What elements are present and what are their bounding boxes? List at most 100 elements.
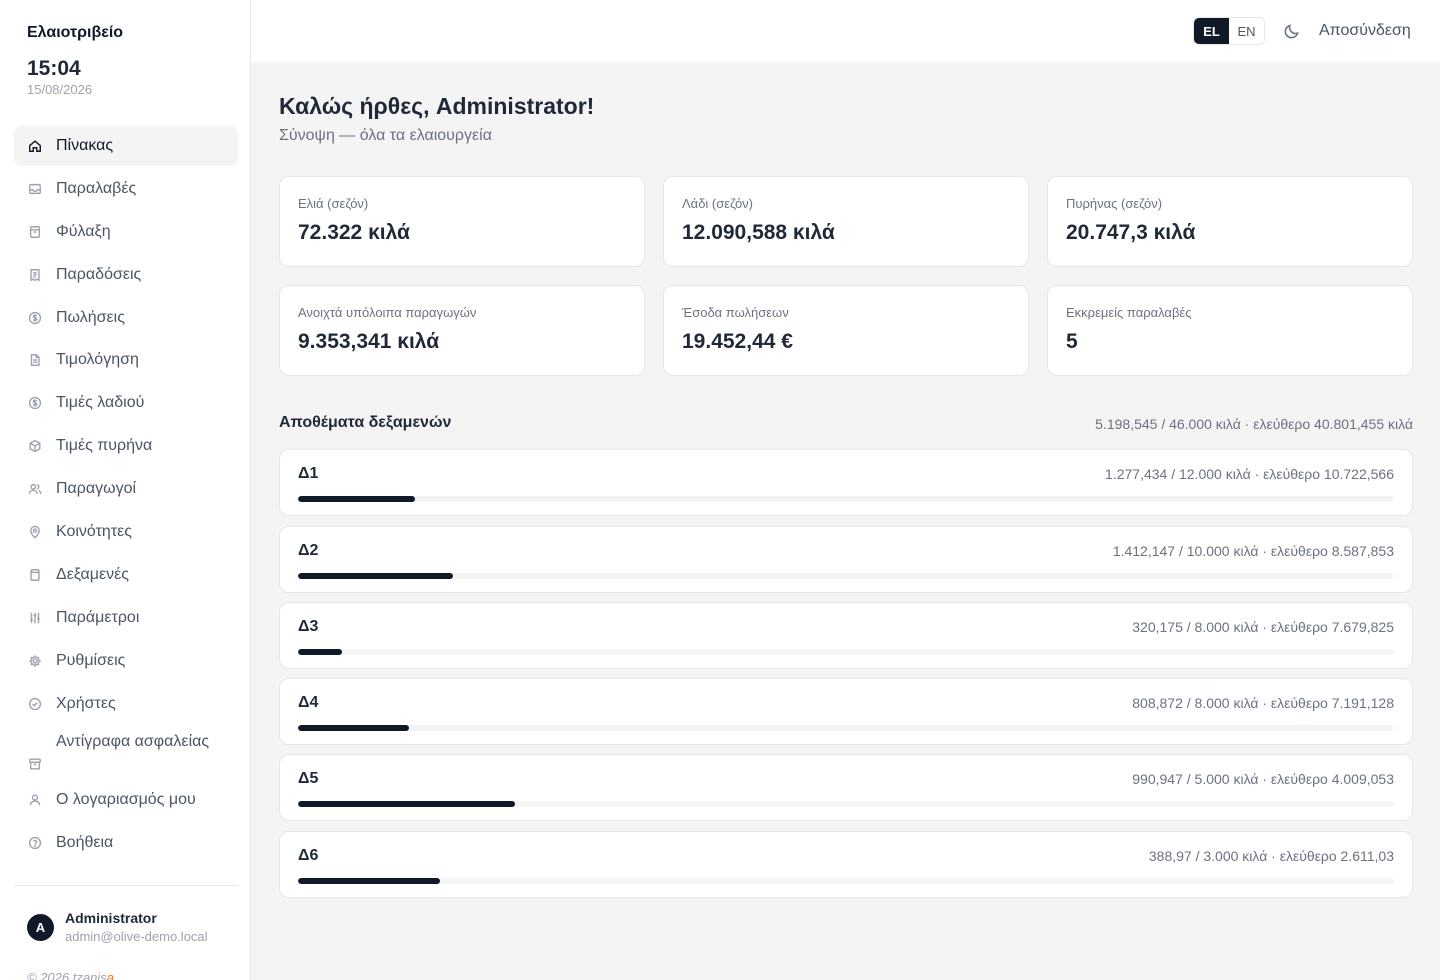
stat-card-sales-revenue: Έσοδα πωλήσεων 19.452,44 € [663, 285, 1029, 376]
sidebar-item-label: Φύλαξη [56, 222, 111, 240]
sidebar-item-label: Βοήθεια [56, 834, 114, 852]
dollar-circle-icon [28, 311, 42, 325]
tank-progress-fill [298, 573, 453, 579]
stat-value: 20.747,3 κιλά [1066, 221, 1196, 244]
user-email: admin@olive-demo.local [65, 929, 208, 944]
sidebar-item-label: Δεξαμενές [56, 565, 129, 583]
sidebar-item-receptions[interactable]: Παραλαβές [14, 169, 238, 209]
stat-card-olive: Ελιά (σεζόν) 72.322 κιλά [279, 176, 645, 267]
tanks-section-title: Αποθέματα δεξαμενών [279, 414, 452, 431]
sidebar-item-label: Χρήστες [56, 694, 116, 712]
tank-progress-bar [298, 649, 1394, 655]
cylinder-icon [28, 568, 42, 582]
tank-info: 1.277,434 / 12.000 κιλά · ελεύθερο 10.72… [1105, 466, 1394, 482]
page-title: Καλώς ήρθες, Administrator! [279, 93, 595, 119]
tank-progress-fill [298, 649, 342, 655]
sidebar-item-tanks[interactable]: Δεξαμενές [14, 555, 238, 595]
map-pin-icon [28, 525, 42, 539]
archive-box-icon [28, 757, 42, 771]
tank-row-d1[interactable]: Δ1 1.277,434 / 12.000 κιλά · ελεύθερο 10… [279, 449, 1413, 516]
sidebar-item-users[interactable]: Χρήστες [14, 684, 238, 724]
receipt-icon [28, 268, 42, 282]
sidebar-item-communities[interactable]: Κοινότητες [14, 512, 238, 552]
lang-el-button[interactable]: EL [1194, 18, 1229, 44]
stat-label: Ελιά (σεζόν) [298, 196, 369, 211]
sliders-icon [28, 611, 42, 625]
sidebar-item-deliveries[interactable]: Παραδόσεις [14, 255, 238, 295]
sidebar-item-label: Τιμές λαδιού [56, 394, 145, 412]
archive-icon [28, 225, 42, 239]
moon-icon[interactable] [1283, 22, 1301, 40]
language-switch: EL EN [1193, 17, 1265, 45]
stat-label: Εκκρεμείς παραλαβές [1066, 305, 1192, 320]
tank-name: Δ1 [298, 465, 319, 482]
sidebar-divider [14, 885, 238, 886]
stat-label: Ανοιχτά υπόλοιπα παραγωγών [298, 305, 477, 320]
app-brand: Ελαιοτριβείο [27, 24, 124, 41]
sidebar-item-storage[interactable]: Φύλαξη [14, 212, 238, 252]
footer-copyright-accent: a [106, 970, 114, 980]
stat-value: 9.353,341 κιλά [298, 330, 440, 353]
help-circle-icon [28, 836, 42, 850]
tank-progress-bar [298, 725, 1394, 731]
clock-time: 15:04 [27, 57, 81, 80]
sidebar-item-pomace-prices[interactable]: Τιμές πυρήνα [14, 426, 238, 466]
tank-name: Δ2 [298, 542, 319, 559]
tank-progress-fill [298, 725, 409, 731]
sidebar-item-label: Πωλήσεις [56, 308, 125, 326]
stat-value: 19.452,44 € [682, 330, 793, 353]
stat-label: Πυρήνας (σεζόν) [1066, 196, 1163, 211]
lang-en-button[interactable]: EN [1237, 23, 1256, 39]
tank-info: 808,872 / 8.000 κιλά · ελεύθερο 7.191,12… [1132, 695, 1394, 711]
sidebar-item-label: Παραλαβές [56, 179, 137, 197]
tank-name: Δ5 [298, 770, 319, 787]
user-name: Administrator [65, 910, 157, 926]
sidebar-item-my-account[interactable]: Ο λογαριασμός μου [14, 780, 238, 820]
user-icon [28, 793, 42, 807]
sidebar-item-help[interactable]: Βοήθεια [14, 823, 238, 863]
stat-card-pomace: Πυρήνας (σεζόν) 20.747,3 κιλά [1047, 176, 1413, 267]
sidebar-item-invoicing[interactable]: Τιμολόγηση [14, 340, 238, 380]
sidebar-item-producers[interactable]: Παραγωγοί [14, 469, 238, 509]
stat-value: 5 [1066, 330, 1078, 353]
sidebar-item-label: Πίνακας [56, 137, 114, 154]
stat-value: 72.322 κιλά [298, 221, 410, 244]
box-icon [28, 439, 42, 453]
tank-info: 388,97 / 3.000 κιλά · ελεύθερο 2.611,03 [1148, 848, 1394, 864]
tank-row-d4[interactable]: Δ4 808,872 / 8.000 κιλά · ελεύθερο 7.191… [279, 678, 1413, 745]
tank-row-d5[interactable]: Δ5 990,947 / 5.000 κιλά · ελεύθερο 4.009… [279, 754, 1413, 821]
gear-icon [28, 654, 42, 668]
tank-name: Δ4 [298, 694, 319, 711]
footer-copyright-text: © 2026 tzanis [27, 970, 107, 980]
stat-card-oil: Λάδι (σεζόν) 12.090,588 κιλά [663, 176, 1029, 267]
sidebar-item-label: Τιμολόγηση [56, 351, 139, 369]
tank-progress-fill [298, 496, 415, 502]
sidebar-item-backups[interactable]: Αντίγραφα ασφαλείας [14, 726, 238, 775]
sidebar-item-label: Αντίγραφα ασφαλείας [56, 733, 210, 751]
sidebar-item-oil-prices[interactable]: Τιμές λαδιού [14, 383, 238, 423]
tank-progress-fill [298, 878, 441, 884]
tank-progress-bar [298, 878, 1394, 884]
tank-name: Δ6 [298, 847, 319, 864]
dollar-circle-icon [28, 396, 42, 410]
sidebar-item-settings[interactable]: Ρυθμίσεις [14, 641, 238, 681]
logout-link[interactable]: Αποσύνδεση [1319, 22, 1411, 39]
clock-date: 15/08/2026 [27, 82, 93, 97]
sidebar-item-parameters[interactable]: Παράμετροι [14, 598, 238, 638]
sidebar-item-label: Κοινότητες [56, 523, 132, 541]
sidebar-item-sales[interactable]: Πωλήσεις [14, 298, 238, 338]
avatar[interactable]: A [27, 914, 54, 941]
stat-label: Έσοδα πωλήσεων [682, 305, 789, 320]
sidebar-item-label: Τιμές πυρήνα [56, 437, 153, 455]
sidebar-item-label: Παράμετροι [56, 608, 140, 626]
tank-row-d6[interactable]: Δ6 388,97 / 3.000 κιλά · ελεύθερο 2.611,… [279, 831, 1413, 898]
footer-copyright: © 2026 tzanisa [27, 970, 114, 980]
inbox-icon [28, 182, 42, 196]
page-subtitle: Σύνοψη — όλα τα ελαιουργεία [279, 127, 492, 144]
tank-info: 1.412,147 / 10.000 κιλά · ελεύθερο 8.587… [1112, 543, 1394, 559]
tank-row-d3[interactable]: Δ3 320,175 / 8.000 κιλά · ελεύθερο 7.679… [279, 602, 1413, 669]
sidebar-item-label: Παραγωγοί [56, 480, 137, 498]
tank-progress-fill [298, 801, 516, 807]
tank-row-d2[interactable]: Δ2 1.412,147 / 10.000 κιλά · ελεύθερο 8.… [279, 526, 1413, 593]
sidebar-item-dashboard[interactable]: Πίνακας [14, 126, 238, 166]
